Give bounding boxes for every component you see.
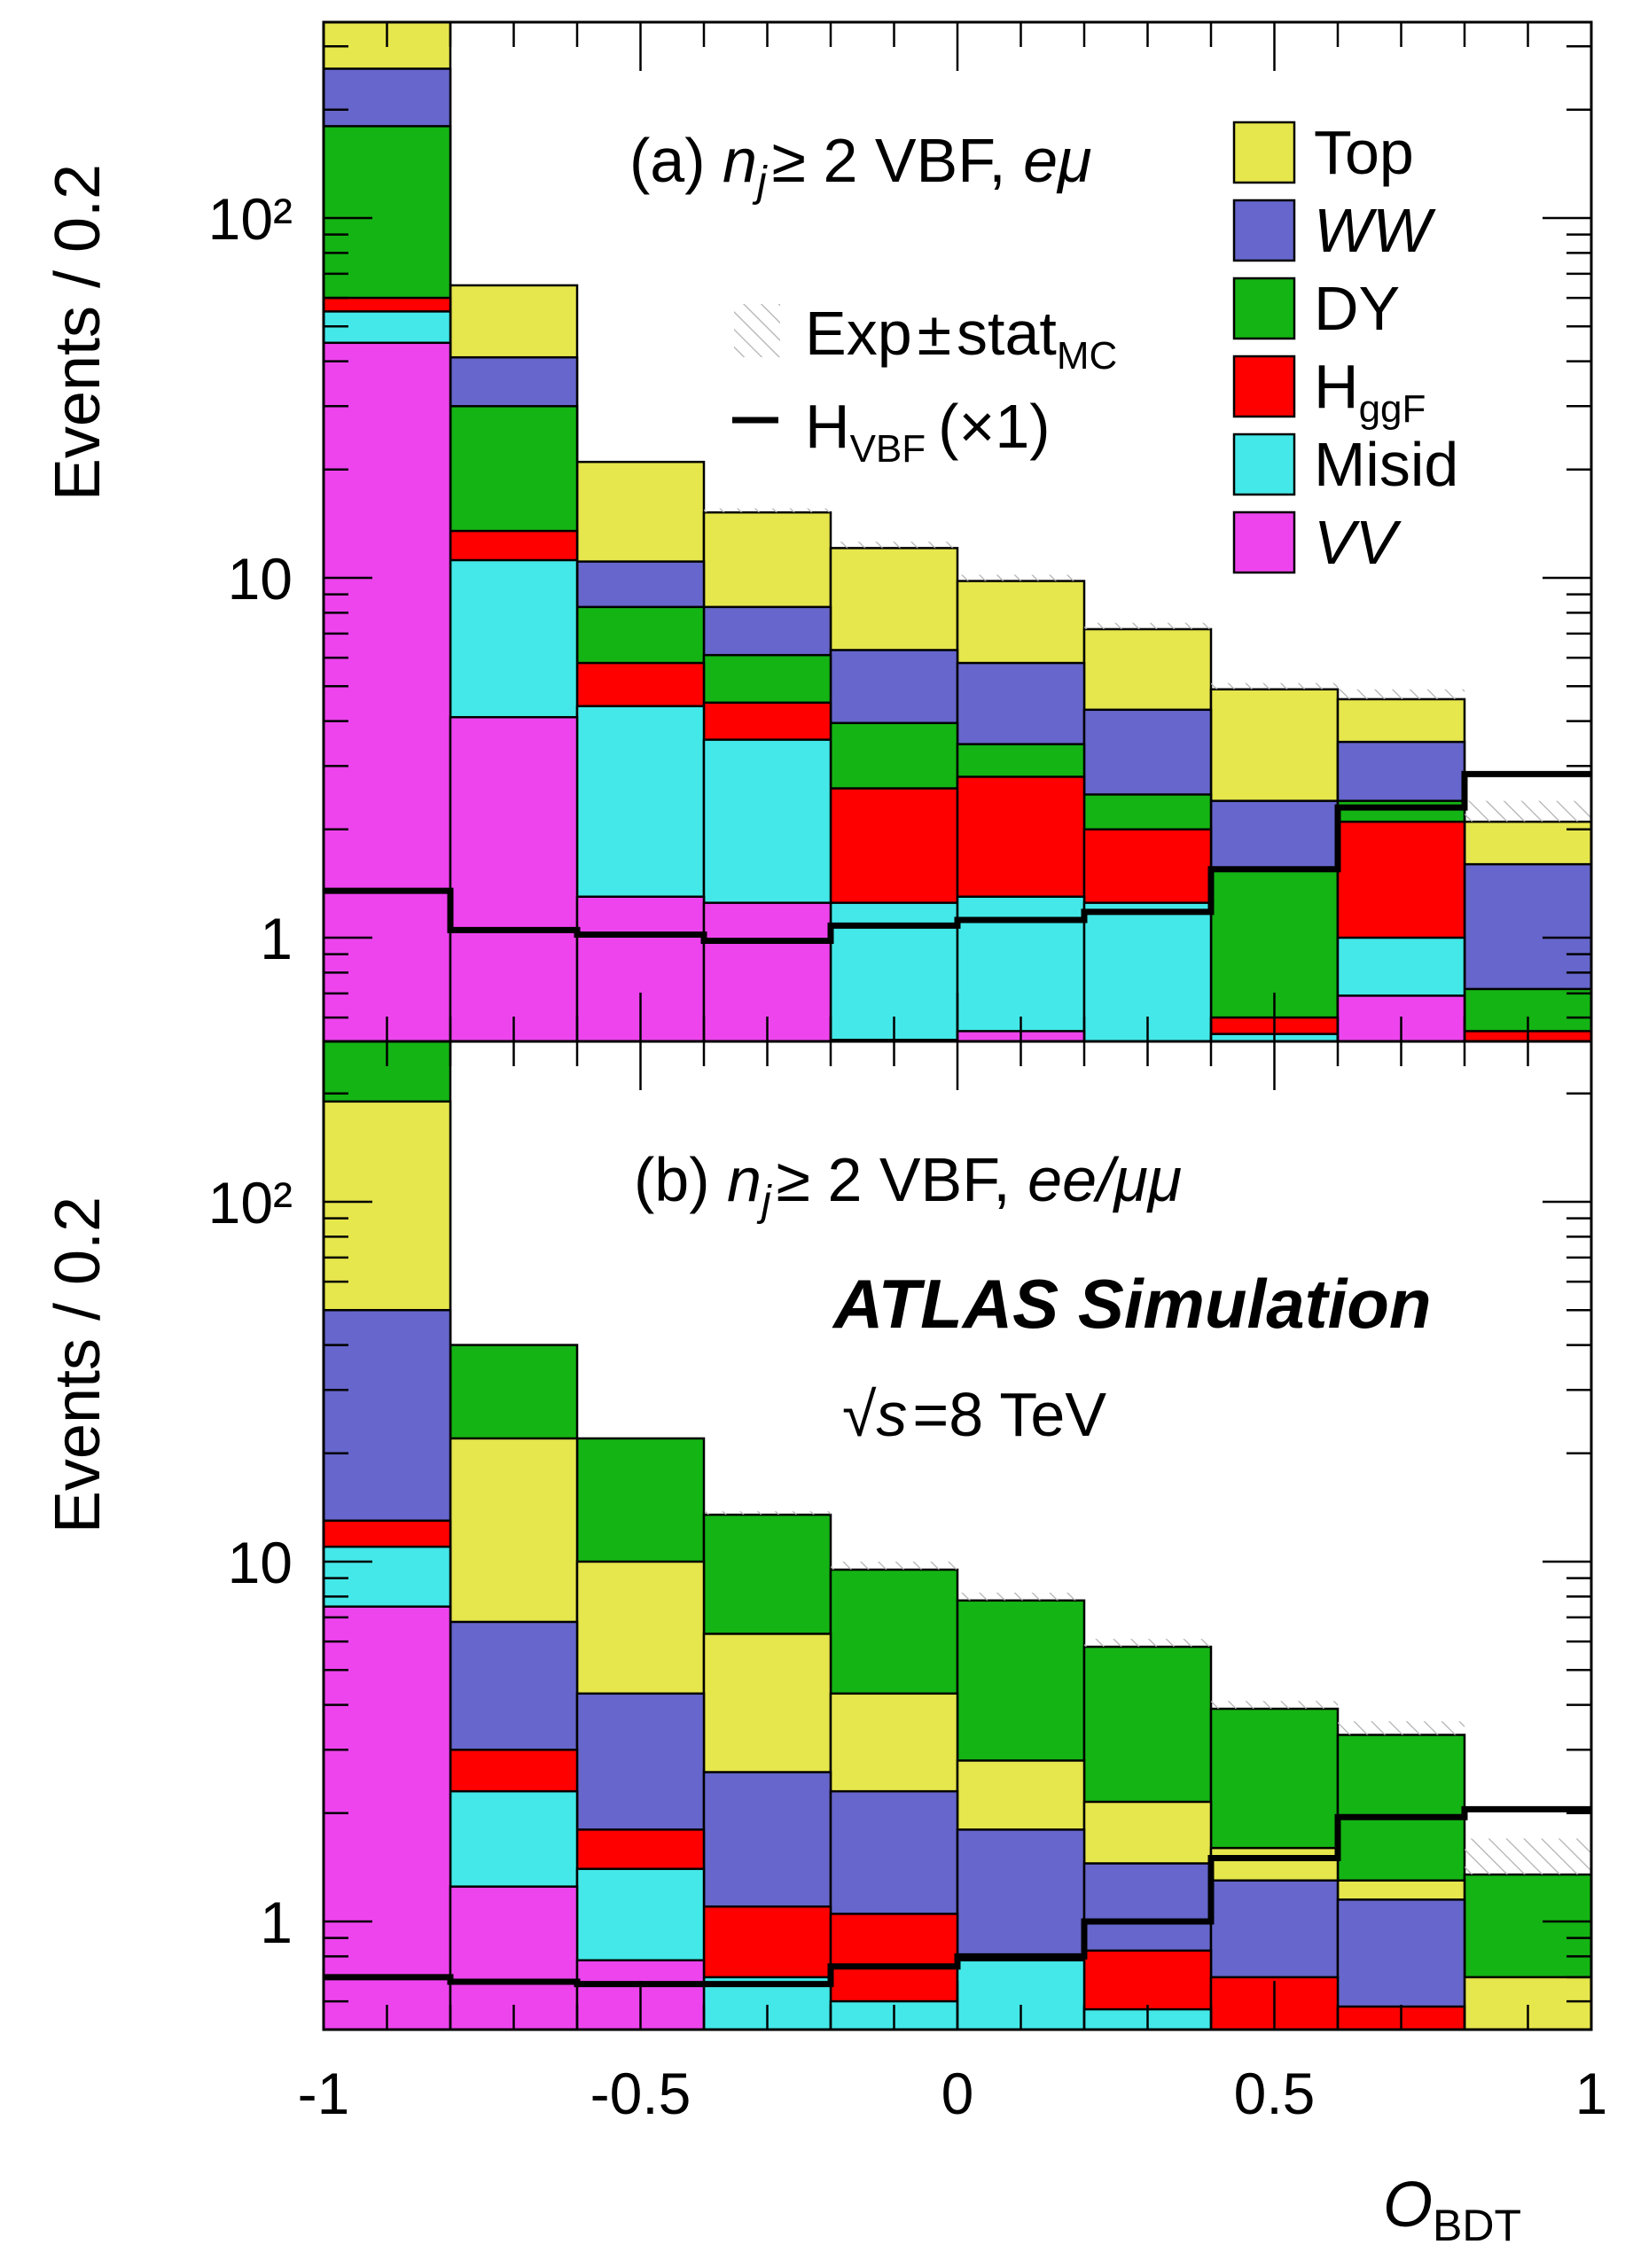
band-a-4 xyxy=(831,542,957,549)
panel-b-frame xyxy=(322,1040,1593,2031)
legend-swatch-top xyxy=(1232,121,1296,184)
panel-b-y-tick-labels: 1 10 10² xyxy=(208,1170,293,1955)
x-tick-label-0: -1 xyxy=(298,2061,350,2126)
hvbf-step-b xyxy=(324,1805,1591,1988)
legend-label-top: Top xyxy=(1314,118,1414,187)
hvbf-step-a xyxy=(324,770,1591,945)
band-a-9 xyxy=(1465,800,1591,822)
legend-swatch-dy xyxy=(1232,277,1296,340)
band-a-6 xyxy=(1084,622,1211,629)
legend-swatch-ggf xyxy=(1232,355,1296,418)
band-b-4 xyxy=(831,1562,957,1570)
legend-exp-swatch xyxy=(734,304,780,357)
panel-a-ticks xyxy=(322,22,1593,1041)
band-a-5 xyxy=(957,574,1084,581)
band-b-5 xyxy=(957,1592,1084,1601)
panel-b-title: (b) nj≥ 2 VBF, ee/μμ xyxy=(634,1145,1182,1225)
panel-a-title-n: n xyxy=(723,126,757,195)
x-tick-labels: -1 -0.5 0 0.5 1 xyxy=(298,2061,1608,2126)
atlas-simulation-label: ATLAS Simulation xyxy=(832,1265,1432,1343)
y-tick-label-a-1: 10 xyxy=(228,546,293,612)
y-tick-label-b-2: 10² xyxy=(208,1170,293,1235)
y-tick-label-a-2: 10² xyxy=(208,186,293,252)
legend-swatch-misid xyxy=(1232,433,1296,496)
legend-label-vv: VV xyxy=(1314,508,1402,577)
y-tick-label-b-1: 10 xyxy=(228,1530,293,1595)
panel-a-hvbf-line xyxy=(324,770,1591,945)
legend-label-dy: DY xyxy=(1314,274,1400,343)
band-b-6 xyxy=(1084,1639,1211,1648)
bar-a-vv-1 xyxy=(449,715,579,1041)
panel-b-stack xyxy=(324,1041,1591,2030)
x-tick-label-3: 0.5 xyxy=(1234,2061,1316,2126)
legend-label-misid: Misid xyxy=(1314,430,1458,499)
legend-exp-label: Exp±statMC xyxy=(805,299,1117,378)
legend-swatch-vv xyxy=(1232,510,1296,574)
x-tick-label-4: 1 xyxy=(1575,2061,1608,2126)
panel-a-title: (a) nj≥ 2 VBF, eμ xyxy=(629,126,1091,206)
panel-b-ticks xyxy=(322,1041,1593,2030)
legend-hvbf-label: HVBF (×1) xyxy=(805,392,1051,471)
y-tick-label-a-0: 1 xyxy=(260,906,293,971)
panel-a-y-tick-labels: 1 10 10² xyxy=(208,186,293,971)
panel-b: 1 10 10² Events / 0.2 (b) nj≥ 2 VBF, ee/μμ… xyxy=(43,1040,1593,2031)
energy-label: √s=8 TeV xyxy=(842,1380,1106,1449)
panel-b-hvbf-line xyxy=(324,1805,1591,1988)
y-tick-label-b-0: 1 xyxy=(260,1890,293,1955)
legend-swatch-ww xyxy=(1232,199,1296,262)
bar-a-vv-0 xyxy=(324,341,452,1041)
panel-b-exp-band xyxy=(704,1511,1591,1875)
panel-a-title-mid: ≥ 2 VBF, xyxy=(772,126,1024,195)
panel-a-title-chan: eμ xyxy=(1023,126,1091,195)
band-b-3 xyxy=(704,1511,831,1516)
x-axis-title: OBDT xyxy=(1383,2170,1521,2250)
x-tick-label-1: -0.5 xyxy=(590,2061,691,2126)
legend-label-ww: WW xyxy=(1314,196,1436,265)
band-b-8 xyxy=(1338,1721,1465,1735)
panel-a-title-pre: (a) xyxy=(629,126,723,195)
bar-b-vv-0 xyxy=(324,1605,452,2030)
band-b-9 xyxy=(1465,1838,1591,1875)
panel-a: 1 10 10² Events / 0.2 (a) nj≥ 2 VBF, eμ Ex… xyxy=(43,20,1593,1043)
panel-b-y-title: Events / 0.2 xyxy=(43,1196,113,1533)
panel-a-exp-band xyxy=(704,508,1591,822)
legend-label-ggf: HggF xyxy=(1314,352,1426,431)
band-a-3 xyxy=(704,508,831,513)
band-b-7 xyxy=(1211,1701,1338,1710)
band-a-8 xyxy=(1338,689,1465,699)
panel-a-y-title: Events / 0.2 xyxy=(43,164,113,501)
x-tick-label-2: 0 xyxy=(941,2061,974,2126)
band-a-7 xyxy=(1211,682,1338,690)
